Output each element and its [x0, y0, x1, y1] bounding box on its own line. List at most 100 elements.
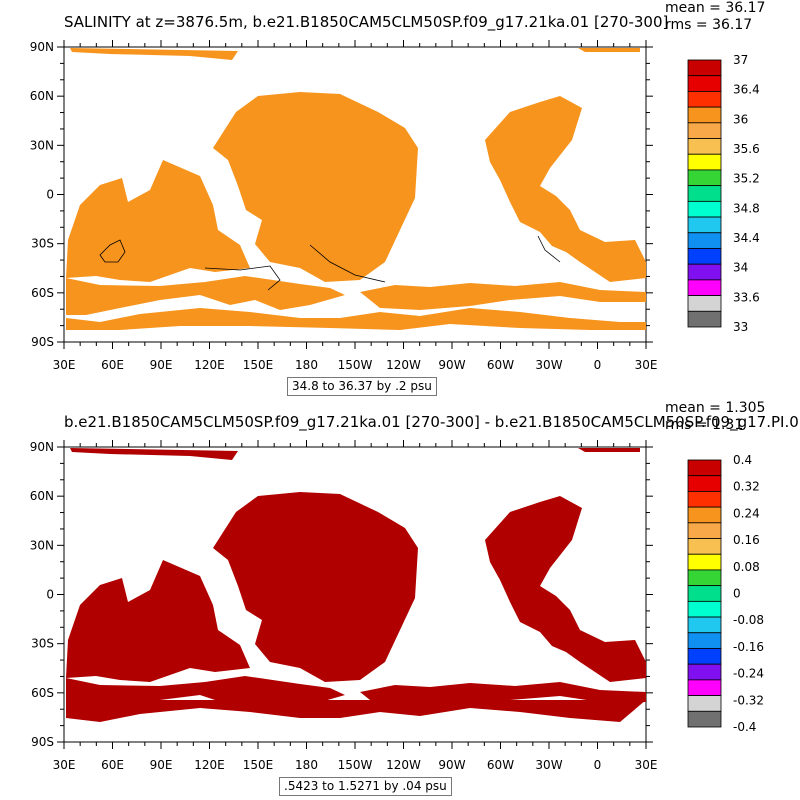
x-tick-label: 120W [386, 758, 421, 772]
coastline [537, 235, 561, 263]
colorbar-swatch [687, 279, 722, 296]
colorbar-swatch [687, 263, 722, 281]
ocean-region [578, 448, 640, 452]
y-tick-label: 30N [30, 538, 54, 552]
colorbar-swatch [687, 695, 722, 712]
colorbar-label: 34 [733, 261, 748, 275]
colorbar-label: 35.2 [733, 172, 760, 186]
colorbar-swatch [687, 106, 722, 124]
colorbar-label: 0.4 [733, 453, 752, 467]
x-tick-label: 90W [438, 358, 465, 372]
y-tick-label: 0 [46, 588, 54, 602]
colorbar-swatch [687, 310, 722, 328]
colorbar-swatch [687, 169, 722, 187]
x-tick-label: 60W [487, 758, 514, 772]
colorbar-label: 33.6 [733, 290, 760, 304]
x-tick-label: 150W [338, 758, 373, 772]
colorbar-label: 33 [733, 320, 748, 334]
y-tick-label: 30N [30, 138, 54, 152]
x-tick-label: 150W [338, 358, 373, 372]
stats-summary: mean = 1.305 rms = 1.31 [665, 400, 765, 434]
plot-title: b.e21.B1850CAM5CLM50SP.f09_g17.21ka.01 [… [64, 413, 800, 431]
ocean-region [213, 92, 418, 282]
x-tick-label: 30E [635, 358, 658, 372]
difference-map-plot: 30E 60E 90E 120E 150E 180 150W 120W 90W 60W 30W 0 30… [30, 440, 764, 772]
colorbar-label: 0.24 [733, 506, 760, 520]
colorbar-swatch [687, 632, 722, 649]
x-tick-label: 30E [635, 758, 658, 772]
colorbar-swatch [687, 710, 722, 728]
x-tick-label: 0 [594, 758, 602, 772]
ocean-fill-layer [66, 448, 646, 722]
colorbar-swatch [687, 200, 722, 218]
coastline [204, 265, 281, 291]
x-tick-label: 60W [487, 358, 514, 372]
plot-title: SALINITY at z=3876.5m, b.e21.B1850CAM5CL… [64, 13, 669, 31]
ocean-region [66, 560, 250, 682]
x-tick-label: 0 [594, 358, 602, 372]
salinity-difference-panel: 30E 60E 90E 120E 150E 180 150W 120W 90W 60W 30W 0 30… [0, 400, 800, 800]
x-tick-label: 90E [150, 358, 173, 372]
coastline-layer [99, 235, 561, 291]
rms-value: rms = 1.31 [665, 417, 744, 433]
colorbar-swatch [687, 475, 722, 492]
x-tick-label: 60E [101, 758, 124, 772]
colorbar-label: 35.6 [733, 142, 760, 156]
colorbar-label: -0.16 [733, 640, 764, 654]
colorbar-label: 37 [733, 53, 748, 67]
contour-range-label: 34.8 to 36.37 by .2 psu [287, 377, 437, 396]
colorbar-label: 36 [733, 112, 748, 126]
colorbar-swatch [687, 663, 722, 681]
colorbar-swatch [687, 459, 722, 477]
colorbar-label: 34.4 [733, 231, 760, 245]
x-tick-label: 120E [194, 758, 225, 772]
x-tick-label: 60E [101, 358, 124, 372]
colorbar-label: -0.32 [733, 693, 764, 707]
x-tick-label: 120W [386, 358, 421, 372]
ocean-region [485, 496, 646, 682]
colorbar-swatch [687, 185, 722, 202]
mean-value: mean = 1.305 [665, 400, 766, 416]
x-tick-label: 180 [295, 358, 318, 372]
colorbar-swatch [687, 648, 722, 665]
colorbar-label: 0.16 [733, 533, 760, 547]
stats-summary: mean = 36.17 rms = 36.17 [665, 0, 765, 34]
y-tick-label: 90S [31, 335, 54, 349]
mean-value: mean = 36.17 [665, 0, 766, 16]
ocean-region [70, 48, 238, 60]
coastline [309, 244, 386, 283]
ocean-region [66, 276, 345, 315]
colorbar-swatch [687, 538, 722, 555]
colorbar-label: 0.32 [733, 480, 760, 494]
colorbar-swatch [687, 600, 722, 618]
colorbar-swatch [687, 59, 722, 77]
y-tick-label: 90S [31, 735, 54, 749]
colorbar-swatch [687, 91, 722, 108]
colorbar-swatch [687, 75, 722, 92]
x-tick-label: 120E [194, 358, 225, 372]
colorbar-label: -0.24 [733, 667, 764, 681]
colorbar-swatch [687, 153, 722, 171]
x-tick-label: 180 [295, 758, 318, 772]
x-tick-label: 30W [535, 758, 562, 772]
ocean-region [578, 48, 640, 52]
y-tick-label: 90N [30, 40, 54, 54]
y-tick-label: 30S [31, 237, 54, 251]
colorbar-label: -0.08 [733, 613, 764, 627]
x-tick-label: 30E [53, 358, 76, 372]
x-tick-label: 90E [150, 758, 173, 772]
salinity-map-plot: 30E 60E 90E 120E 150E 180 150W 120W 90W 60W 30W 0 30… [30, 40, 760, 372]
colorbar-swatch [687, 491, 722, 508]
axes: 30E 60E 90E 120E 150E 180 150W 120W 90W 60W 30W 0 30… [30, 440, 658, 772]
colorbar-swatch [687, 295, 722, 312]
y-tick-label: 60N [30, 489, 54, 503]
colorbar-swatch [687, 232, 722, 249]
ocean-region [66, 160, 250, 282]
colorbar-swatch [687, 569, 722, 587]
ocean-region [66, 308, 646, 330]
colorbar-label: 36.4 [733, 83, 760, 97]
colorbar-swatch [687, 122, 722, 139]
y-tick-label: 0 [46, 188, 54, 202]
colorbar-label: 34.8 [733, 201, 760, 215]
colorbar: 0.4 0.32 0.24 0.16 0.08 0 -0.08 -0.16 -0.24 -0.32… [687, 453, 764, 734]
